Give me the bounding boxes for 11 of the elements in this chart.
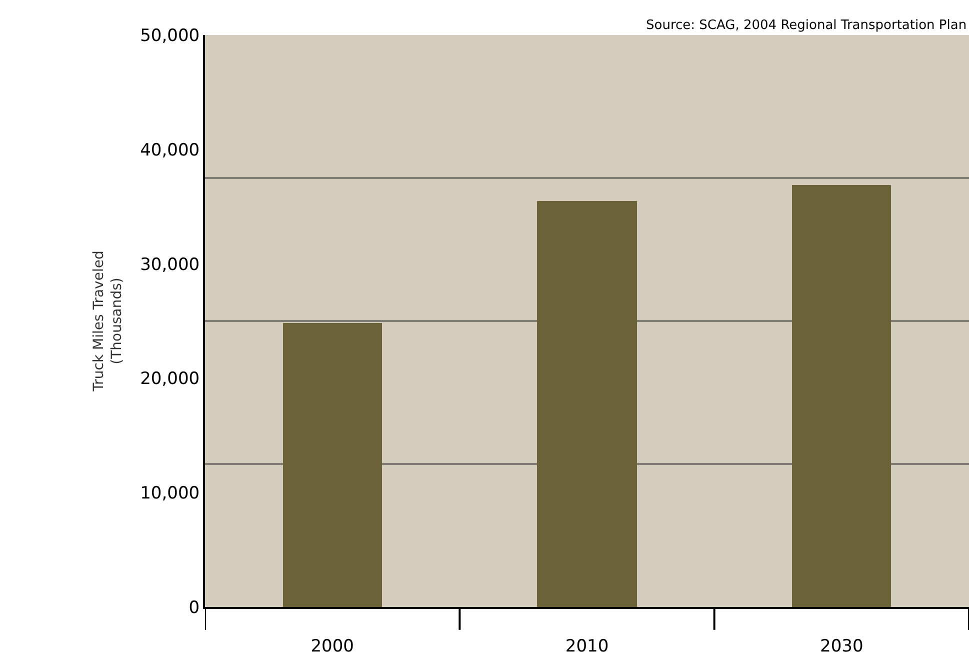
y-axis-title: Truck Miles Traveled (Thousands) xyxy=(91,250,126,392)
y-tick-label: 50,000 xyxy=(140,26,200,46)
y-tick-label: 10,000 xyxy=(140,484,200,504)
y-tick-label: 40,000 xyxy=(140,140,200,160)
x-tick-label: 2000 xyxy=(310,636,354,656)
x-tick-label: 2010 xyxy=(565,636,609,656)
x-tick-label: 2030 xyxy=(820,636,864,656)
y-tick-label: 0 xyxy=(188,598,200,618)
y-tick-label: 30,000 xyxy=(140,254,200,275)
y-tick-label: 20,000 xyxy=(140,369,200,390)
source-note: Source: SCAG, 2004 Regional Transportation Plan xyxy=(646,18,967,33)
